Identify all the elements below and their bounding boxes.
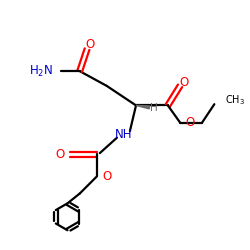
Text: O: O xyxy=(179,76,188,89)
Text: O: O xyxy=(55,148,64,161)
Text: NH: NH xyxy=(115,128,132,141)
Text: O: O xyxy=(102,170,112,183)
Text: CH$_3$: CH$_3$ xyxy=(225,94,245,108)
Text: O: O xyxy=(186,116,195,129)
Text: O: O xyxy=(85,38,94,51)
Text: H: H xyxy=(150,103,158,113)
Text: H$_2$N: H$_2$N xyxy=(29,64,53,79)
Polygon shape xyxy=(136,106,150,109)
